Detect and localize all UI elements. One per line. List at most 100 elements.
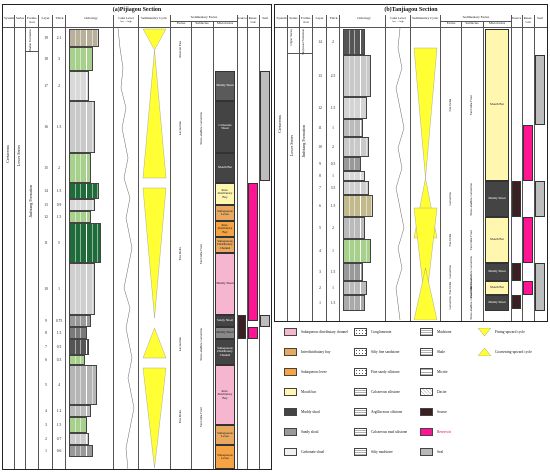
hdr-subfacies: Subfacies [195, 21, 209, 25]
col-sep [237, 15, 238, 469]
hdr-reservoir: Reser-voir [523, 16, 533, 24]
legend-swatch [420, 368, 433, 376]
layer-thickness: 2 [332, 145, 334, 149]
legend-item: Silty fine sandstone [354, 348, 399, 356]
subfacies-label: Shore-shallow Lacustrine [461, 181, 483, 217]
legend-swatch [354, 328, 367, 336]
layer-thickness: 3 [58, 57, 60, 61]
facies-text: Fan Delta [448, 281, 453, 295]
hdr-lake-sub: low — high [120, 20, 132, 23]
legend-label: Micrite [437, 370, 448, 374]
legend-label: Subaqueous levee [301, 370, 327, 374]
facies-text: Fan Delta [178, 247, 183, 261]
b-system-value: Cretaceous [277, 115, 282, 133]
col-sep [213, 21, 214, 469]
legend-label: Mouth bar [301, 390, 317, 394]
layer-thickness: 0.5 [330, 162, 336, 166]
lithology-bed [69, 183, 99, 199]
legend-item: Source [420, 408, 447, 416]
hdr-formation: Forma-tion [27, 16, 37, 24]
microfacies-box: Muddy Shoal [485, 295, 509, 311]
coarsening-upward-cycle [413, 267, 438, 320]
col-sep [299, 15, 300, 321]
legend-label: Coarsening-upward cycle [495, 350, 532, 354]
layer-thickness: 0.7 [56, 437, 62, 441]
lithology-bed [343, 239, 371, 263]
layer-thickness: 1.5 [56, 125, 62, 129]
layer-number: 4 [319, 249, 321, 253]
reservoir-block [248, 183, 258, 321]
lithology-bed [69, 211, 91, 223]
layer-thickness: 3.5 [330, 186, 336, 190]
tanjiagou-section-panel: (b)Tanjiagou Section System Series Forma… [274, 4, 548, 322]
layer-thickness: 1.5 [330, 301, 336, 305]
legend-swatch [284, 328, 297, 336]
layer-number: 3 [45, 423, 47, 427]
hdr-lithology: Lithology [357, 16, 371, 20]
microfacies-box: Carbonate Shoal [215, 101, 235, 153]
legend-item: Reservoir [420, 428, 451, 436]
layer-number: 5 [45, 383, 47, 387]
hdr-microfacies: Microfacies [216, 21, 234, 25]
lithology-bed [343, 295, 365, 311]
panel-b-title: (b)Tanjiagou Section [384, 7, 438, 13]
layer-thickness: 2.1 [56, 36, 62, 40]
layer-thickness: 1.5 [330, 204, 336, 208]
b-formation-value: Jiufotang Formation [301, 125, 306, 158]
layer-thickness: 1.5 [56, 331, 62, 335]
microfacies-box: Muddy Shoal [485, 263, 509, 281]
hdr-series: Series [15, 16, 25, 20]
layer-thickness: 2 [332, 40, 334, 44]
legend-item: Carbonate shoal [284, 448, 324, 456]
layer-thickness: 5 [58, 241, 60, 245]
layer-thickness: 1.5 [330, 270, 336, 274]
header-rule [3, 27, 271, 28]
col-sep [287, 15, 288, 321]
layer-number: 10 [44, 287, 48, 291]
subfacies-text: Fan Delta Front [469, 94, 474, 116]
microfacies-box: Mouth Bar [485, 29, 509, 181]
lithology-bed [69, 101, 95, 153]
fining-upward-cycle [413, 47, 438, 179]
legend-label: Calcareous mud siltstone [371, 430, 408, 434]
layer-number: 7 [45, 345, 47, 349]
hdr-subfacies: Subfacies [465, 21, 479, 25]
seal-block [535, 55, 545, 125]
hdr-layer: Layer [41, 16, 50, 20]
legend: Subaqueous distributary channel Conglomer… [280, 324, 548, 470]
layer-number: 10 [318, 145, 322, 149]
hdr-system: System [4, 16, 14, 20]
lithology-bed [343, 281, 367, 295]
layer-number: 13 [44, 203, 48, 207]
subfacies-text: Fan Delta Front [199, 243, 204, 265]
subfacies-text: Shore-shallow Lacustrine [469, 182, 474, 216]
layer-thickness: 1 [332, 286, 334, 290]
lithology-bed [343, 171, 365, 181]
legend-swatch [354, 448, 367, 456]
layer-number: 4 [45, 409, 47, 413]
legend-swatch [420, 448, 433, 456]
facies-label: Fan Delta [171, 365, 191, 469]
legend-label: Subaqueous distributary channel [301, 330, 348, 334]
legend-item: Calcareous mud siltstone [354, 428, 407, 436]
b-top-formation: Sunjiawan Formation [301, 29, 305, 55]
legend-swatch [420, 428, 433, 436]
lithology-bed [343, 195, 373, 217]
subfacies-label: Fan Delta Front [191, 365, 213, 469]
hdr-source: Source [511, 16, 522, 20]
layer-number: 15 [44, 166, 48, 170]
subfacies-text: Shore-shallow Lacustrine [469, 286, 474, 320]
facies-label: Lacustrine [441, 263, 461, 281]
legend-swatch [354, 348, 367, 356]
facies-label: Lacustrine [441, 181, 461, 217]
legend-item: Fine sandy siltstone [354, 368, 400, 376]
layer-number: 6 [319, 204, 321, 208]
hdr-thick: Thick [329, 16, 338, 20]
facies-text: Lacustrine [448, 296, 453, 310]
layer-thickness: 1.2 [56, 409, 62, 413]
lithology-bed [69, 339, 89, 355]
microfacies-box: Subaqueous Distributary Channel [215, 237, 235, 253]
layer-number: 13 [318, 74, 322, 78]
layer-number: 11 [318, 126, 322, 130]
source-block [512, 263, 521, 281]
